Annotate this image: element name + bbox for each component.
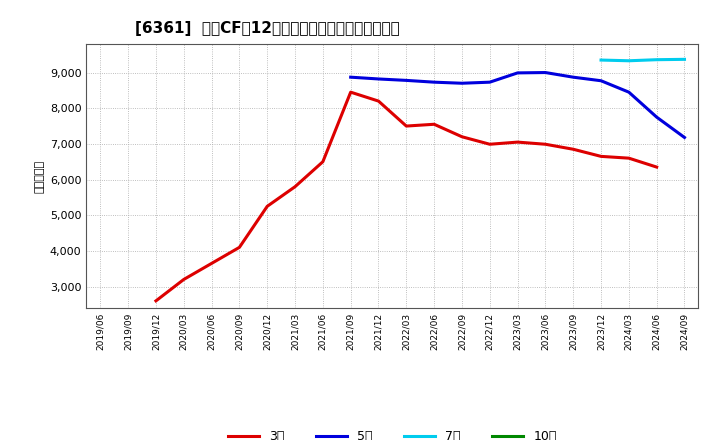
Legend: 3年, 5年, 7年, 10年: 3年, 5年, 7年, 10年 [223,425,562,440]
Y-axis label: （百万円）: （百万円） [35,159,45,193]
Text: [6361]  投賄CFの12か月移動合計の標準偏差の推移: [6361] 投賄CFの12か月移動合計の標準偏差の推移 [135,21,400,36]
